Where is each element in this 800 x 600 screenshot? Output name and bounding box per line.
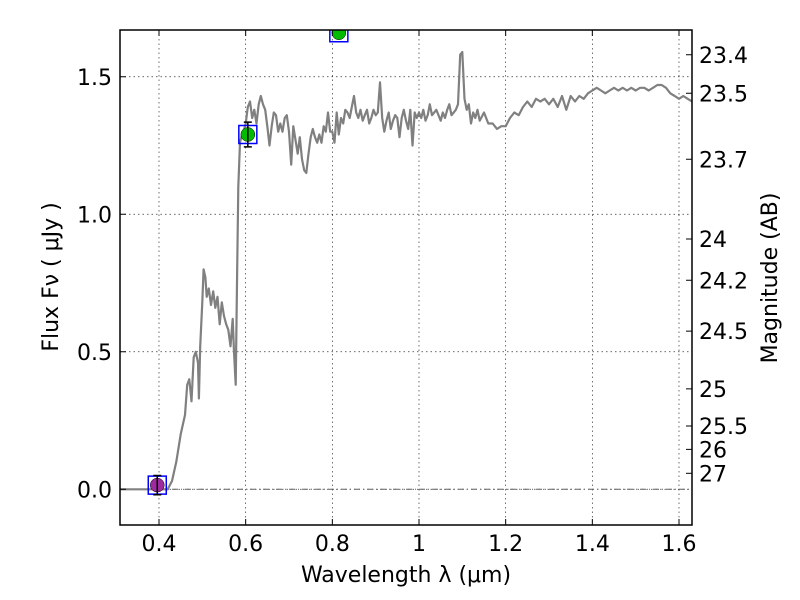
tick-labels: 0.4 0.6 0.8 1 1.2 1.4 1.6 0.0 0.5 1.0 1.5 23.4 23.5 2… [77, 44, 748, 557]
x-tick-label: 1.4 [575, 532, 610, 557]
y-tick-label: 1.5 [77, 66, 112, 91]
magnitude-tick-label: 23.4 [699, 44, 748, 69]
spectrum-line [120, 50, 692, 491]
photometry-layer [147, 30, 349, 496]
y-tick-label: 0.0 [77, 478, 112, 503]
magnitude-tick-label: 27 [699, 462, 727, 487]
x-tick-label: 1.2 [488, 532, 523, 557]
y-axis-label-left: Flux Fν ( μJy ) [39, 202, 64, 351]
x-tick-label: 0.8 [315, 532, 350, 557]
plot-frame [119, 29, 693, 526]
magnitude-tick-label: 25.5 [699, 415, 748, 440]
magnitude-tick-label: 23.7 [699, 148, 748, 173]
photometry-box [329, 30, 349, 43]
magnitude-tick-label: 25 [699, 378, 727, 403]
x-axis-label: Wavelength λ (μm) [301, 563, 511, 588]
magnitude-tick-label: 26 [699, 438, 727, 463]
series-layer [120, 50, 692, 491]
x-tick-label: 1.6 [662, 532, 697, 557]
x-tick-label: 0.4 [142, 532, 177, 557]
y-tick-label: 0.5 [77, 341, 112, 366]
magnitude-tick-label: 24 [699, 228, 727, 253]
ticks [120, 30, 692, 525]
magnitude-tick-label: 23.5 [699, 82, 748, 107]
y-tick-label: 1.0 [77, 203, 112, 228]
x-tick-label: 0.6 [228, 532, 263, 557]
magnitude-tick-label: 24.2 [699, 269, 748, 294]
x-tick-label: 1 [412, 532, 426, 557]
magnitude-tick-label: 24.5 [699, 320, 748, 345]
y-axis-label-right: Magnitude (AB) [758, 193, 783, 364]
